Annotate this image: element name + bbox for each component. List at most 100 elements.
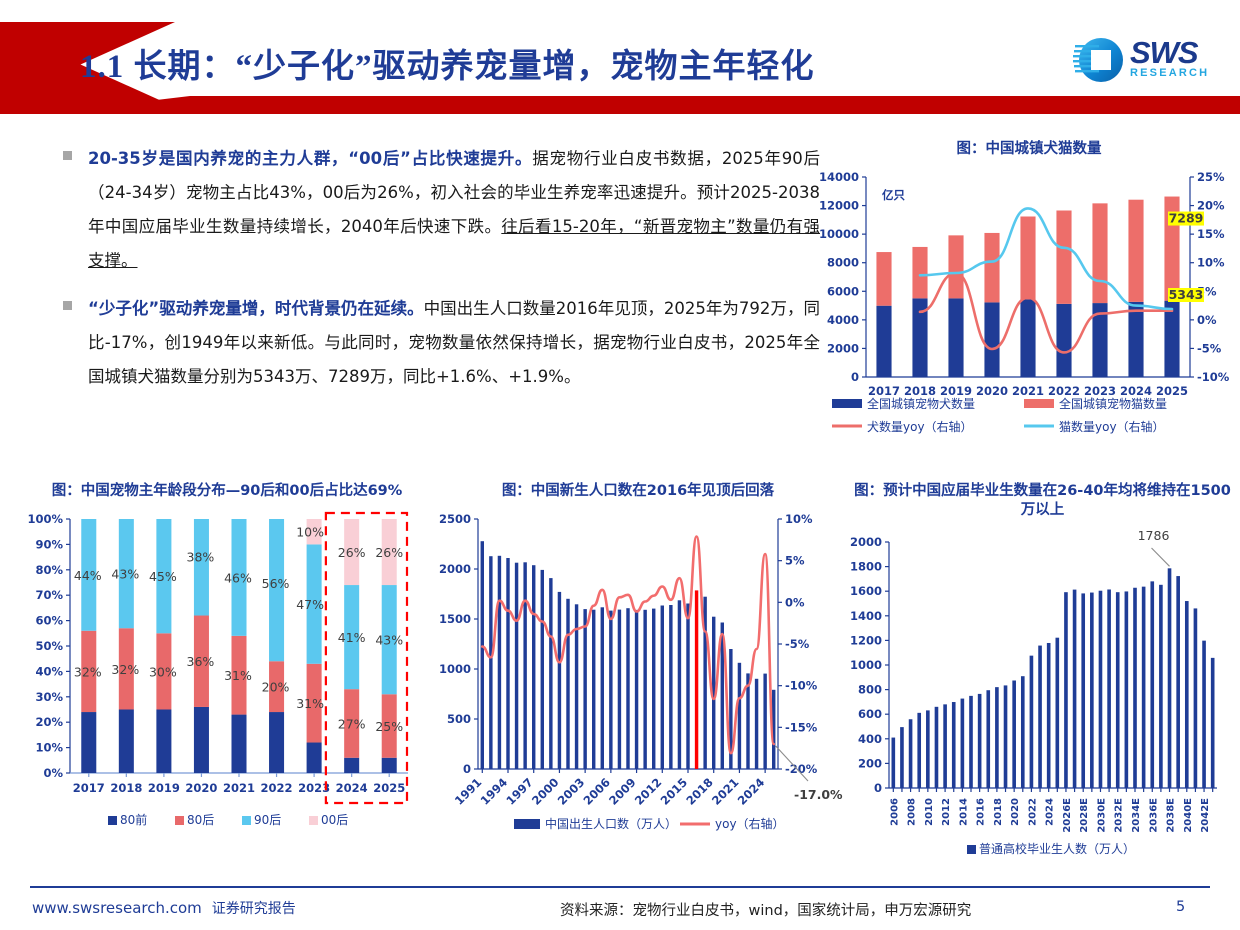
y-tick-label: 0% [43, 766, 63, 780]
x-tick-label: 2026E [1062, 798, 1073, 833]
data-label-80hou: 25% [375, 719, 403, 734]
y-tick-label-left: 12000 [819, 199, 859, 213]
bar-grad [1159, 584, 1163, 788]
bar-birth [549, 578, 553, 769]
bullet-text-1: 20-35岁是国内养宠的主力人群，“00后”占比快速提升。据宠物行业白皮书数据，… [88, 142, 820, 278]
bar-cat [948, 235, 964, 299]
bar-segment-2 [193, 519, 209, 616]
bar-cat [876, 252, 892, 306]
bar-grad [1098, 590, 1103, 788]
y-tick-label-right: 10% [1197, 256, 1225, 270]
bar-segment-0 [118, 709, 134, 773]
bar-grad [1115, 592, 1120, 788]
y-tick-label-right: -15% [785, 720, 818, 734]
header-red-underline [0, 105, 1240, 114]
bar-birth [523, 562, 527, 769]
x-tick-label: 2010 [924, 798, 935, 826]
legend-label: 80后 [187, 813, 214, 827]
x-tick-label: 2025 [373, 781, 405, 795]
bar-birth [514, 562, 519, 769]
bullet-lead-2: “少子化”驱动养宠量增，时代背景仍在延续。 [88, 299, 424, 318]
x-tick-label: 2003 [555, 775, 588, 808]
data-label-80hou: 31% [296, 696, 324, 711]
y-tick-label-left: 1500 [439, 612, 471, 626]
bullet-lead-1: 20-35岁是国内养宠的主力人群，“00后”占比快速提升。 [88, 149, 533, 168]
bar-birth [652, 608, 656, 769]
y-tick-label: 200 [858, 756, 882, 770]
bar-grad [1184, 601, 1189, 788]
bar-segment-1 [269, 661, 285, 713]
bar-grad [1055, 637, 1060, 788]
bar-segment-2 [306, 544, 322, 664]
bar-cat [1020, 216, 1036, 300]
bar-dog [876, 305, 892, 377]
data-label-90hou: 56% [262, 576, 290, 591]
x-tick-label: 2012 [632, 775, 665, 808]
y-tick-label: 30% [35, 690, 63, 704]
bar-cat [1092, 203, 1108, 304]
bar-segment-2 [156, 519, 172, 634]
bar-segment-1 [231, 635, 247, 715]
bar-cat [1128, 199, 1144, 302]
chart-panel-birth: 图：中国新生人口数在2016年见顶后回落 0 500 1000 1500 2000 250… [428, 482, 848, 877]
x-tick-label: 2034E [1131, 798, 1142, 833]
y-tick-label-left: 10000 [819, 227, 859, 241]
bullet-rest-1: 据宠物行业白皮书数据，2025年90后（24-34岁）宠物主占比43%，00后为… [88, 149, 820, 236]
chart-panel-age: 图：中国宠物主年龄段分布—90后和00后占比达69% 0% 10% 20% 30% 40… [22, 482, 432, 877]
bullet-text-2: “少子化”驱动养宠量增，时代背景仍在延续。中国出生人口数量2016年见顶，202… [88, 292, 820, 394]
bar-segment-0 [156, 709, 172, 773]
bar-grad [969, 695, 973, 788]
data-label-90hou: 38% [187, 549, 215, 564]
footer-source: 资料来源：宠物行业白皮书，wind，国家统计局，申万宏源研究 [560, 903, 972, 919]
bar-segment-0 [381, 757, 397, 773]
page-footer: www.swsresearch.com 证券研究报告 资料来源：宠物行业白皮书，w… [0, 892, 1240, 930]
bar-grad [986, 690, 991, 788]
x-tick-label: 2032E [1114, 798, 1125, 833]
x-tick-label: 2022 [1027, 798, 1038, 826]
data-label-00hou: 10% [296, 525, 324, 540]
legend-label: 全国城镇宠物猫数量 [1059, 396, 1167, 411]
x-tick-label: 2042E [1200, 798, 1211, 833]
bar-grad [926, 710, 930, 788]
y-tick-label: 1000 [850, 658, 882, 672]
legend-label: yoy（右轴） [715, 816, 785, 831]
data-label-value: 7289 [1169, 211, 1204, 226]
x-tick-label: 2040E [1183, 798, 1194, 833]
legend-swatch [1024, 399, 1054, 408]
bar-birth [634, 609, 639, 769]
y-tick-label-left: 1000 [439, 662, 471, 676]
legend-label: 猫数量yoy（右轴） [1059, 419, 1165, 434]
x-tick-label: 2020 [976, 384, 1008, 398]
bar-birth [746, 673, 750, 769]
y-tick-label-left: 2000 [439, 562, 471, 576]
bar-grad [1064, 592, 1068, 788]
bar-segment-0 [344, 757, 360, 773]
x-tick-label: 2017 [73, 781, 105, 795]
chart-title-age: 图：中国宠物主年龄段分布—90后和00后占比达69% [51, 483, 403, 499]
data-label-80hou: 36% [187, 654, 215, 669]
footer-website-link[interactable]: www.swsresearch.com [32, 899, 202, 917]
x-tick-label: 2018 [110, 781, 142, 795]
bar-birth [754, 678, 759, 769]
x-tick-label: 2008 [907, 798, 918, 826]
bar-birth [532, 565, 536, 769]
bar-grad [1176, 576, 1180, 788]
x-tick-label: 2006 [889, 798, 900, 826]
x-tick-label: 2000 [529, 775, 562, 808]
bullet-item-1: 20-35岁是国内养宠的主力人群，“00后”占比快速提升。据宠物行业白皮书数据，… [30, 142, 820, 278]
y-tick-label: 0 [874, 781, 882, 795]
y-tick-label: 20% [35, 715, 63, 729]
y-tick-label: 600 [858, 707, 882, 721]
bar-birth [772, 689, 776, 769]
chart-pets: 0 2000 4000 6000 8000 10000 12000 14000 -10% -5% 0… [819, 170, 1230, 434]
bar-grad [960, 698, 965, 788]
bar-birth [669, 605, 673, 769]
bar-birth [626, 608, 630, 769]
bar-segment-1 [193, 615, 209, 707]
y-tick-label-left: 500 [447, 712, 471, 726]
bar-birth [574, 604, 579, 769]
x-tick-label: 2019 [148, 781, 180, 795]
bar-segment-1 [81, 630, 97, 713]
chart-unit-label: 亿只 [882, 188, 905, 202]
x-tick-label: 2009 [606, 775, 639, 808]
